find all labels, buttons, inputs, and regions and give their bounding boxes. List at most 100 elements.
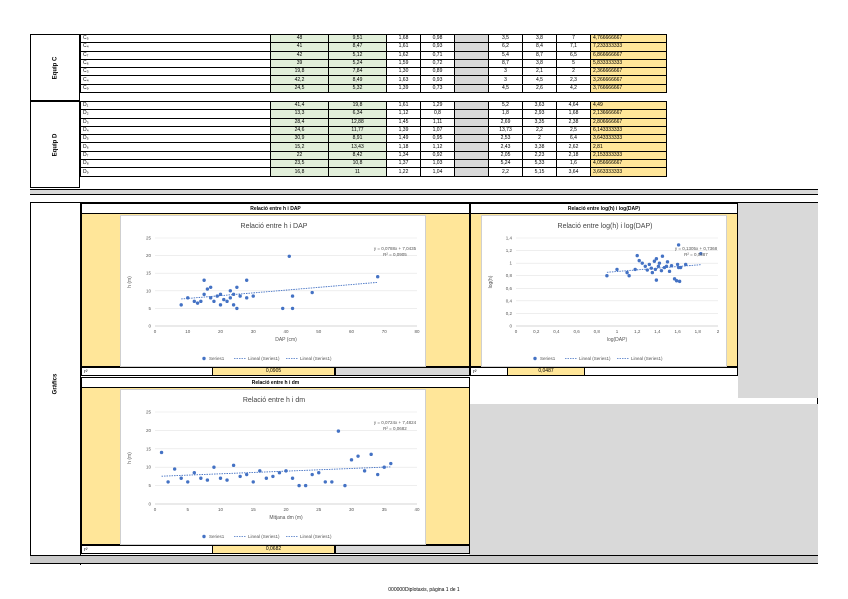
data-point — [212, 465, 216, 469]
y-axis-label: h (m) — [127, 452, 133, 464]
data-point — [166, 480, 170, 484]
data-point — [654, 257, 659, 261]
value-cell: 2,806666667 — [590, 117, 667, 127]
value-cell: 48 — [270, 33, 329, 44]
data-point — [287, 254, 291, 259]
value-cell: 1,11 — [420, 117, 455, 127]
gap-cell — [454, 109, 489, 119]
table-row: C₅ 48 9,51 1,68 0,98 3,5 3,8 7 4,766666667 — [80, 33, 667, 44]
value-cell: 2,5 — [556, 125, 591, 136]
x-tick-label: 50 — [316, 329, 322, 334]
value-cell: 3,663333333 — [590, 167, 667, 177]
value-cell: 2,43 — [488, 142, 523, 152]
data-point — [192, 299, 196, 304]
value-cell: 1,39 — [386, 125, 421, 136]
data-point — [199, 476, 203, 480]
value-cell: 6,143333333 — [590, 125, 667, 136]
data-point — [389, 461, 393, 466]
gray-fill-lower — [469, 404, 818, 555]
x-tick-label: 0 — [154, 329, 157, 334]
gap-cell — [454, 75, 489, 85]
y-tick-label: 20 — [146, 253, 152, 258]
value-cell: 8,49 — [328, 75, 387, 85]
bottom-band — [30, 555, 818, 564]
data-point — [245, 278, 249, 282]
value-cell: 2,2 — [522, 125, 557, 136]
legend-label: Series1 — [209, 356, 225, 361]
value-cell: 13,3 — [270, 109, 329, 119]
value-cell: 2,69 — [488, 117, 523, 127]
x-tick-label: 10 — [218, 507, 224, 512]
value-cell: 3,63 — [522, 100, 557, 111]
data-point — [675, 262, 680, 267]
gap-cell — [454, 83, 489, 94]
legend-label: Series1 — [209, 534, 225, 539]
data-point — [336, 429, 341, 433]
tree-code-cell: C₇ — [80, 50, 271, 60]
tree-code-cell: D₇ — [80, 150, 271, 161]
data-point — [281, 306, 285, 311]
trend-equation: y = 0,0788x + 7,0435 — [374, 246, 417, 251]
x-tick-label: 30 — [349, 507, 355, 512]
x-tick-label: 60 — [349, 329, 355, 334]
value-cell: 3 — [488, 75, 523, 85]
table-row: C₆ 39 5,24 1,59 0,72 8,7 3,8 5 5,833333333 — [80, 58, 667, 69]
value-cell: 24,6 — [270, 125, 329, 136]
value-cell: 1,68 — [386, 33, 421, 44]
x-tick-label: 20 — [218, 329, 224, 334]
value-cell: 2,6 — [522, 83, 557, 94]
data-point — [669, 263, 674, 268]
value-cell: 6,866666667 — [590, 50, 667, 60]
tree-code-cell: C₄ — [80, 42, 271, 52]
gray-fill-right — [738, 203, 818, 398]
gap-cell — [454, 117, 489, 127]
value-cell: 9,51 — [328, 33, 387, 44]
value-cell: 2,2 — [488, 167, 523, 177]
tree-code-cell: D₉ — [80, 167, 271, 177]
table-row: C₉ 24,5 5,32 1,39 0,73 4,5 2,6 4,2 3,766666667 — [80, 83, 667, 94]
data-point — [179, 303, 183, 307]
value-cell: 2,81 — [590, 142, 667, 152]
value-cell: 4,5 — [522, 75, 557, 85]
x-tick-label: 35 — [382, 507, 388, 512]
chart-log: Relació entre log(h) i log(DAP) 0 0,2 0,4 0,… — [481, 215, 727, 367]
data-point — [218, 303, 223, 307]
x-tick-label: 0,4 — [553, 329, 560, 334]
team-d-table: D₁ 41,4 19,8 1,61 1,29 5,2 3,63 4,64 4,49 D₂ 13,3 6… — [80, 100, 667, 177]
data-point — [362, 469, 367, 473]
x-tick-label: 1,4 — [654, 329, 661, 334]
data-point — [225, 478, 229, 482]
x-tick-label: 5 — [186, 507, 189, 512]
data-point — [212, 299, 216, 304]
data-point — [323, 480, 327, 484]
data-point — [245, 472, 249, 477]
data-point — [235, 306, 239, 311]
data-point — [186, 296, 190, 300]
x-tick-label: 30 — [251, 329, 257, 334]
gap-cell — [454, 33, 489, 44]
value-cell: 13,43 — [328, 142, 387, 152]
value-cell: 3,8 — [522, 33, 557, 44]
x-tick-label: 0 — [515, 329, 518, 334]
value-cell: 23,5 — [270, 159, 329, 169]
value-cell: 1,59 — [386, 58, 421, 69]
value-cell: 5,24 — [488, 159, 523, 169]
data-point — [208, 285, 213, 289]
x-tick-label: 80 — [414, 329, 420, 334]
data-point — [290, 294, 295, 298]
chart-panel-log: Relació entre log(h) i log(DAP) Relació … — [470, 203, 738, 367]
value-cell: 1,34 — [386, 150, 421, 161]
value-cell: 41,4 — [270, 100, 329, 111]
value-cell: 0,93 — [420, 75, 455, 85]
value-cell: 2,05 — [488, 150, 523, 161]
value-cell: 2 — [522, 134, 557, 144]
legend-label: Lineal (Series1) — [579, 356, 611, 361]
data-point — [659, 268, 664, 273]
x-tick-label: 1,6 — [674, 329, 681, 334]
value-cell: 7 — [556, 33, 591, 44]
data-point — [656, 264, 661, 268]
value-cell: 4,64 — [556, 100, 591, 111]
data-point — [625, 270, 629, 275]
data-point — [251, 294, 255, 298]
gap-cell — [454, 142, 489, 152]
